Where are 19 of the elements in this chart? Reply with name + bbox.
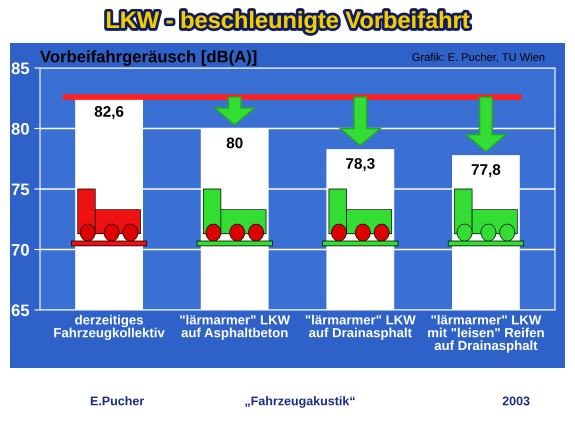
text: E.Pucher <box>90 396 144 406</box>
data-label: 78,3 <box>346 158 375 172</box>
text: Grafik: E. Pucher, TU Wien <box>412 52 544 62</box>
x-tick-label: "lärmarmer" LKW auf Asphaltbeton <box>180 314 290 340</box>
y-tick-label: 85 <box>12 62 30 74</box>
chart-title: LKW - beschleunigte Vorbeifahrt <box>106 10 470 34</box>
y-tick-label: 70 <box>12 244 29 256</box>
y-tick-label: 75 <box>12 184 30 196</box>
y-tick-label: 80 <box>12 122 29 135</box>
y-axis-title: Vorbeifahrgeräusch [dB(A)] <box>40 50 256 66</box>
x-tick-label: derzeitiges Fahrzeugkollektiv <box>54 314 165 340</box>
x-tick-label: "lärmarmer" LKW auf Drainasphalt <box>306 314 416 340</box>
data-label: 82,6 <box>94 106 124 120</box>
data-label: 80 <box>226 138 243 148</box>
y-tick-label: 65 <box>12 304 30 316</box>
text: „Fahrzeugakustik“ <box>245 396 355 408</box>
data-label: 77,8 <box>472 164 500 178</box>
x-tick-label: "lärmarmer" LKW mit "leisen" Reifen auf Drainasphalt <box>428 314 544 353</box>
text: 2003 <box>502 396 530 406</box>
